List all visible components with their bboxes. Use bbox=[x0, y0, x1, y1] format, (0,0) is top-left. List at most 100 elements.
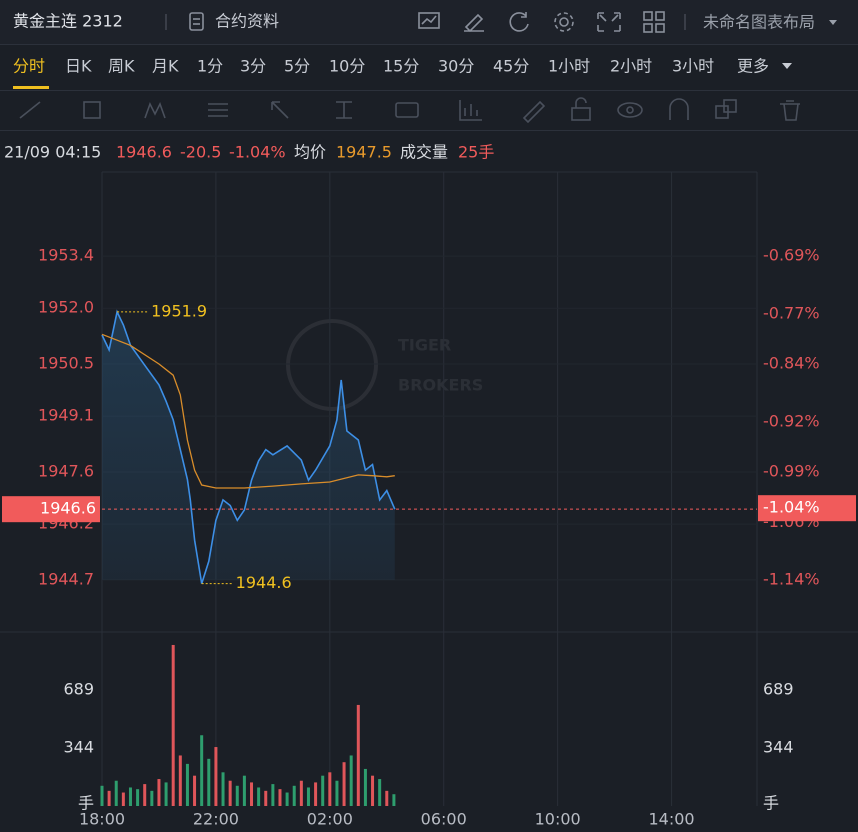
doc-icon[interactable] bbox=[189, 12, 204, 31]
contract-info[interactable]: 合约资料 bbox=[215, 12, 279, 31]
timeframe[interactable]: 10分 bbox=[329, 57, 365, 76]
last-pct-label: -1.04% bbox=[763, 498, 820, 517]
volume-bar bbox=[321, 775, 325, 806]
price-area bbox=[102, 311, 395, 584]
header-bar bbox=[0, 0, 858, 44]
volume-bar bbox=[107, 790, 111, 806]
avg-label: 均价 bbox=[294, 143, 326, 162]
volume-bar bbox=[356, 704, 360, 806]
volume-bar bbox=[100, 785, 104, 806]
last-price-label: 1946.6 bbox=[40, 499, 96, 518]
volume-tick-label: 手 bbox=[763, 794, 779, 813]
volume-bar bbox=[299, 780, 303, 806]
volume-bar bbox=[185, 763, 189, 806]
volume-bar bbox=[371, 775, 375, 806]
time: 21/09 04:15 bbox=[4, 143, 101, 162]
x-tick-label: 06:00 bbox=[421, 810, 467, 829]
volume-bar bbox=[257, 787, 261, 806]
dropdown-arrow[interactable] bbox=[829, 20, 837, 25]
volume-bar bbox=[363, 768, 367, 806]
annotation: 1951.9 bbox=[151, 301, 207, 320]
volume-bar bbox=[314, 782, 318, 806]
y-tick-label: 1950.5 bbox=[38, 354, 94, 373]
timeframe[interactable]: 更多 bbox=[737, 57, 769, 76]
y-tick-label: 1949.1 bbox=[38, 406, 94, 425]
timeframe[interactable]: 30分 bbox=[438, 57, 474, 76]
drawing-tools[interactable] bbox=[19, 97, 800, 124]
volume-bar bbox=[235, 785, 239, 806]
timeframe-bar: 分时 日K 周K 月K 1分 3分 5分 10分 15分 30分 45分 1小时 2小时 3小时 更多 bbox=[13, 57, 792, 89]
y2-tick-label: -0.84% bbox=[763, 354, 820, 373]
volume-bar bbox=[349, 755, 353, 806]
symbol-title: 黄金主连 2312 bbox=[13, 12, 123, 31]
x-tick-label: 14:00 bbox=[649, 810, 695, 829]
volume-bar bbox=[221, 772, 225, 806]
watermark: TIGER BROKERS bbox=[286, 319, 483, 411]
plot: 18:00 22:00 02:00 06:00 10:00 14:00 1953.4 1952… bbox=[0, 171, 858, 829]
y2-tick-label: -0.69% bbox=[763, 246, 820, 265]
timeframe[interactable]: 2小时 bbox=[610, 57, 652, 76]
info-bar: 21/09 04:15 1946.6 -20.5 -1.04% 均价 1947.… bbox=[4, 143, 494, 162]
y-tick-label: 1953.4 bbox=[38, 246, 94, 265]
last-pct-box bbox=[758, 495, 856, 522]
volume-label: 成交量 bbox=[400, 143, 448, 162]
active-underline bbox=[13, 86, 49, 89]
watermark-text: TIGER bbox=[398, 336, 451, 355]
timeframe[interactable]: 分时 bbox=[13, 57, 45, 76]
volume-bar bbox=[200, 735, 204, 806]
x-tick-label: 22:00 bbox=[193, 810, 239, 829]
timeframe[interactable]: 日K bbox=[65, 57, 92, 76]
y2-tick-label: -0.99% bbox=[763, 462, 820, 481]
volume-bar bbox=[250, 782, 254, 806]
volume-bar bbox=[171, 644, 175, 806]
volume-bar bbox=[128, 787, 132, 806]
timeframe[interactable]: 1小时 bbox=[548, 57, 590, 76]
volume-bar bbox=[143, 784, 147, 806]
header-icons[interactable] bbox=[418, 11, 665, 33]
volume-bar bbox=[150, 790, 154, 806]
volume: 25手 bbox=[458, 143, 494, 162]
timeframe[interactable]: 5分 bbox=[284, 57, 310, 76]
y2-tick-label: -1.14% bbox=[763, 570, 820, 589]
timeframe[interactable]: 周K bbox=[108, 57, 135, 76]
dropdown-arrow bbox=[782, 63, 792, 69]
volume-tick-label: 344 bbox=[763, 738, 794, 757]
volume-tick-label: 344 bbox=[63, 738, 94, 757]
volume-tick-label: 689 bbox=[63, 679, 94, 698]
volume-bar bbox=[285, 792, 289, 806]
volume-bar bbox=[207, 758, 211, 806]
x-tick-label: 02:00 bbox=[307, 810, 353, 829]
volume-bar bbox=[136, 789, 140, 806]
y-tick-label: 1952.0 bbox=[38, 298, 94, 317]
volume-bar bbox=[292, 785, 296, 806]
volume-bar bbox=[178, 755, 182, 806]
volume-bar bbox=[214, 747, 218, 806]
y-tick-label: 1944.7 bbox=[38, 569, 94, 588]
volume-tick-label: 手 bbox=[78, 794, 94, 813]
layout-name[interactable]: 未命名图表布局 bbox=[703, 13, 815, 32]
timeframe[interactable]: 15分 bbox=[383, 57, 419, 76]
volume-bar bbox=[164, 782, 168, 806]
change: -20.5 bbox=[180, 143, 221, 162]
volume-bar bbox=[392, 794, 396, 806]
average-line bbox=[101, 333, 395, 489]
annotation: 1944.6 bbox=[236, 573, 292, 592]
price-line bbox=[101, 309, 396, 584]
timeframe[interactable]: 3小时 bbox=[672, 57, 714, 76]
avg: 1947.5 bbox=[336, 143, 392, 162]
timeframe[interactable]: 1分 bbox=[197, 57, 223, 76]
volume-bar bbox=[121, 792, 125, 806]
timeframe[interactable]: 月K bbox=[152, 57, 179, 76]
volume-bar bbox=[328, 772, 332, 806]
volume-bar bbox=[242, 775, 246, 806]
timeframe[interactable]: 3分 bbox=[240, 57, 266, 76]
volume-bar bbox=[264, 790, 268, 806]
last-price-box bbox=[2, 496, 100, 523]
volume-bar bbox=[228, 780, 232, 806]
price: 1946.6 bbox=[116, 143, 172, 162]
y-tick-label: 1947.6 bbox=[38, 461, 94, 480]
y2-tick-label: -0.92% bbox=[763, 411, 820, 430]
volume-bar bbox=[278, 789, 282, 806]
timeframe[interactable]: 45分 bbox=[493, 57, 529, 76]
